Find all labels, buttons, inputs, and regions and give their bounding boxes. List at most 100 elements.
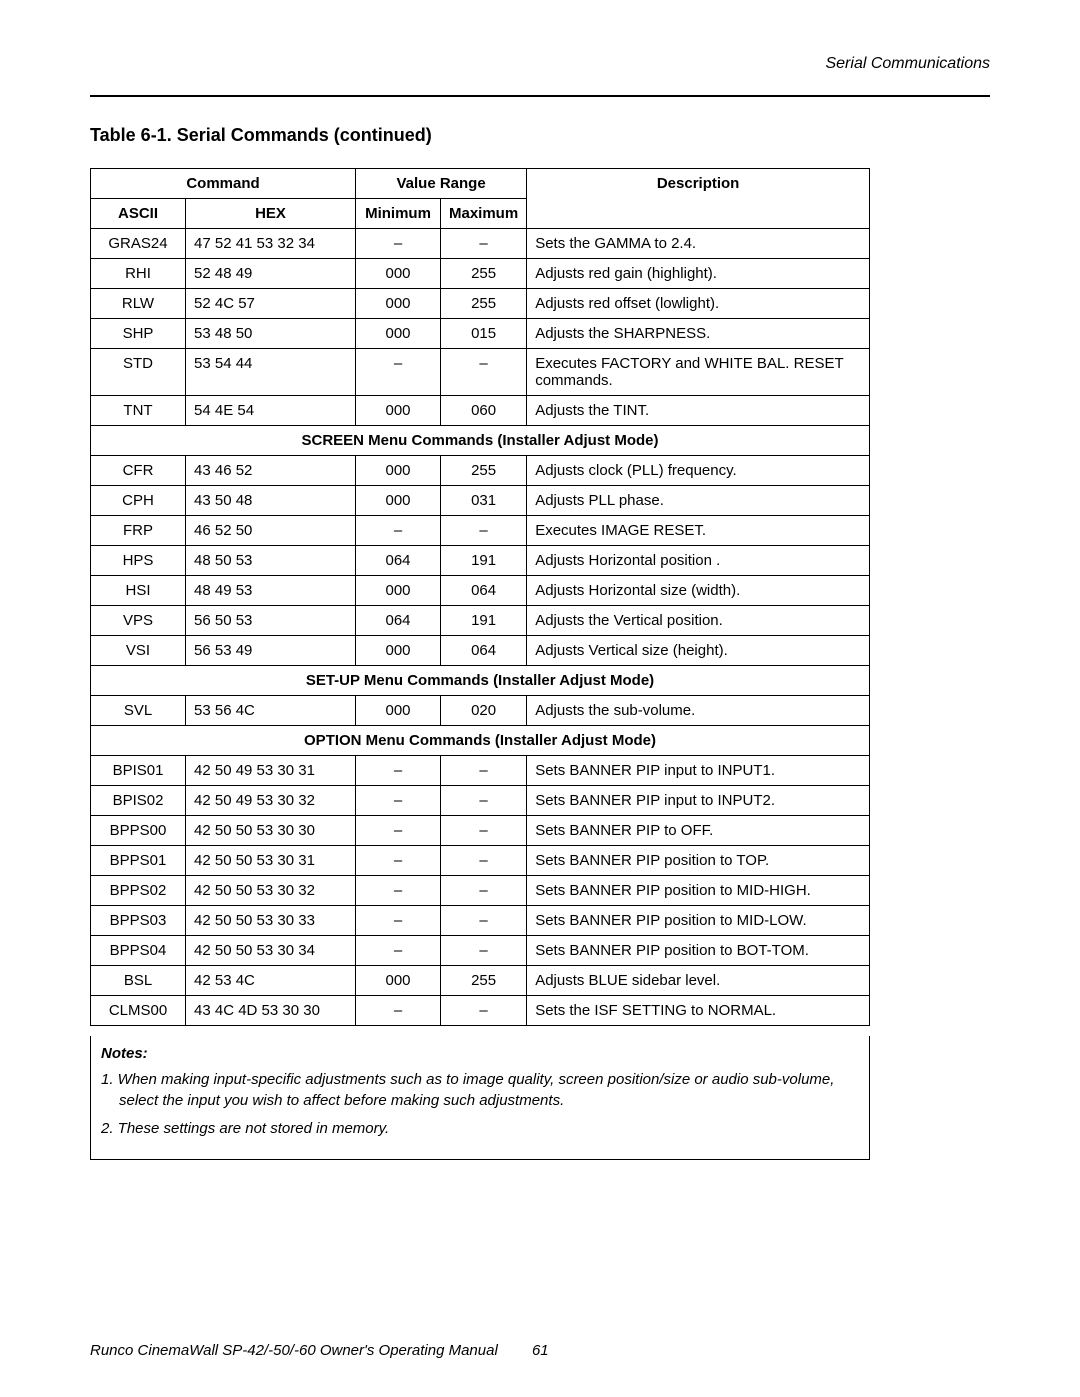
cell-max: – bbox=[441, 996, 527, 1026]
table-row: RHI52 48 49000255Adjusts red gain (highl… bbox=[91, 259, 870, 289]
cell-min: 000 bbox=[356, 396, 441, 426]
cell-min: 064 bbox=[356, 606, 441, 636]
cell-min: 000 bbox=[356, 289, 441, 319]
cell-desc: Adjusts red offset (lowlight). bbox=[527, 289, 870, 319]
cell-desc: Sets BANNER PIP position to BOT-TOM. bbox=[527, 936, 870, 966]
cell-hex: 43 4C 4D 53 30 30 bbox=[186, 996, 356, 1026]
col-maximum: Maximum bbox=[441, 199, 527, 229]
cell-ascii: HSI bbox=[91, 576, 186, 606]
table-row: FRP46 52 50––Executes IMAGE RESET. bbox=[91, 516, 870, 546]
cell-desc: Adjusts red gain (highlight). bbox=[527, 259, 870, 289]
cell-desc: Sets BANNER PIP position to MID-HIGH. bbox=[527, 876, 870, 906]
cell-ascii: BSL bbox=[91, 966, 186, 996]
cell-max: 255 bbox=[441, 966, 527, 996]
cell-min: 000 bbox=[356, 636, 441, 666]
note-item: 1. When making input-specific adjustment… bbox=[101, 1070, 859, 1111]
cell-max: 191 bbox=[441, 606, 527, 636]
col-ascii: ASCII bbox=[91, 199, 186, 229]
notes-list: 1. When making input-specific adjustment… bbox=[101, 1070, 859, 1139]
section-row: OPTION Menu Commands (Installer Adjust M… bbox=[91, 726, 870, 756]
cell-desc: Adjusts Horizontal size (width). bbox=[527, 576, 870, 606]
cell-ascii: GRAS24 bbox=[91, 229, 186, 259]
section-row: SET-UP Menu Commands (Installer Adjust M… bbox=[91, 666, 870, 696]
cell-desc: Executes FACTORY and WHITE BAL. RESET co… bbox=[527, 349, 870, 396]
cell-min: – bbox=[356, 229, 441, 259]
cell-min: 064 bbox=[356, 546, 441, 576]
table-row: BSL42 53 4C000255Adjusts BLUE sidebar le… bbox=[91, 966, 870, 996]
notes-title: Notes: bbox=[101, 1044, 859, 1064]
cell-desc: Adjusts BLUE sidebar level. bbox=[527, 966, 870, 996]
cell-min: 000 bbox=[356, 319, 441, 349]
cell-desc: Adjusts the Vertical position. bbox=[527, 606, 870, 636]
cell-max: 015 bbox=[441, 319, 527, 349]
table-header-row-1: Command Value Range Description bbox=[91, 169, 870, 199]
cell-ascii: CFR bbox=[91, 456, 186, 486]
table-row: TNT54 4E 54000060Adjusts the TINT. bbox=[91, 396, 870, 426]
cell-hex: 42 50 50 53 30 34 bbox=[186, 936, 356, 966]
cell-min: – bbox=[356, 906, 441, 936]
cell-hex: 56 53 49 bbox=[186, 636, 356, 666]
cell-ascii: CLMS00 bbox=[91, 996, 186, 1026]
table-row: STD53 54 44––Executes FACTORY and WHITE … bbox=[91, 349, 870, 396]
cell-max: 060 bbox=[441, 396, 527, 426]
cell-max: 064 bbox=[441, 576, 527, 606]
cell-ascii: FRP bbox=[91, 516, 186, 546]
cell-hex: 52 48 49 bbox=[186, 259, 356, 289]
cell-min: – bbox=[356, 936, 441, 966]
cell-max: 255 bbox=[441, 289, 527, 319]
header-rule bbox=[90, 95, 990, 97]
cell-hex: 52 4C 57 bbox=[186, 289, 356, 319]
cell-min: – bbox=[356, 349, 441, 396]
cell-ascii: SVL bbox=[91, 696, 186, 726]
cell-hex: 42 50 50 53 30 33 bbox=[186, 906, 356, 936]
table-row: BPPS0042 50 50 53 30 30––Sets BANNER PIP… bbox=[91, 816, 870, 846]
cell-hex: 42 50 49 53 30 32 bbox=[186, 786, 356, 816]
table-row: VSI56 53 49000064Adjusts Vertical size (… bbox=[91, 636, 870, 666]
table-row: HPS48 50 53064191Adjusts Horizontal posi… bbox=[91, 546, 870, 576]
footer-page-number: 61 bbox=[532, 1342, 549, 1359]
cell-hex: 42 50 50 53 30 31 bbox=[186, 846, 356, 876]
cell-desc: Executes IMAGE RESET. bbox=[527, 516, 870, 546]
table-body: GRAS2447 52 41 53 32 34––Sets the GAMMA … bbox=[91, 229, 870, 1026]
cell-hex: 43 46 52 bbox=[186, 456, 356, 486]
cell-hex: 42 50 50 53 30 32 bbox=[186, 876, 356, 906]
cell-hex: 53 56 4C bbox=[186, 696, 356, 726]
serial-commands-table: Command Value Range Description ASCII HE… bbox=[90, 168, 870, 1026]
cell-max: 191 bbox=[441, 546, 527, 576]
col-description: Description bbox=[527, 169, 870, 229]
cell-min: 000 bbox=[356, 576, 441, 606]
cell-desc: Sets BANNER PIP position to MID-LOW. bbox=[527, 906, 870, 936]
cell-ascii: CPH bbox=[91, 486, 186, 516]
section-heading: SET-UP Menu Commands (Installer Adjust M… bbox=[91, 666, 870, 696]
cell-desc: Sets BANNER PIP input to INPUT1. bbox=[527, 756, 870, 786]
cell-ascii: HPS bbox=[91, 546, 186, 576]
col-command: Command bbox=[91, 169, 356, 199]
cell-min: 000 bbox=[356, 259, 441, 289]
table-row: BPIS0242 50 49 53 30 32––Sets BANNER PIP… bbox=[91, 786, 870, 816]
cell-hex: 42 53 4C bbox=[186, 966, 356, 996]
footer-text: Runco CinemaWall SP-42/-50/-60 Owner's O… bbox=[90, 1342, 498, 1359]
section-heading: OPTION Menu Commands (Installer Adjust M… bbox=[91, 726, 870, 756]
cell-min: – bbox=[356, 816, 441, 846]
cell-hex: 48 50 53 bbox=[186, 546, 356, 576]
cell-desc: Adjusts the sub-volume. bbox=[527, 696, 870, 726]
cell-hex: 43 50 48 bbox=[186, 486, 356, 516]
table-row: BPPS0142 50 50 53 30 31––Sets BANNER PIP… bbox=[91, 846, 870, 876]
table-row: RLW52 4C 57000255Adjusts red offset (low… bbox=[91, 289, 870, 319]
cell-desc: Adjusts PLL phase. bbox=[527, 486, 870, 516]
table-row: GRAS2447 52 41 53 32 34––Sets the GAMMA … bbox=[91, 229, 870, 259]
cell-max: – bbox=[441, 816, 527, 846]
cell-desc: Sets BANNER PIP input to INPUT2. bbox=[527, 786, 870, 816]
table-row: CLMS0043 4C 4D 53 30 30––Sets the ISF SE… bbox=[91, 996, 870, 1026]
cell-ascii: VSI bbox=[91, 636, 186, 666]
cell-desc: Adjusts Horizontal position . bbox=[527, 546, 870, 576]
notes-box: Notes: 1. When making input-specific adj… bbox=[90, 1036, 870, 1160]
table-row: BPPS0342 50 50 53 30 33––Sets BANNER PIP… bbox=[91, 906, 870, 936]
cell-min: 000 bbox=[356, 696, 441, 726]
cell-max: 064 bbox=[441, 636, 527, 666]
cell-ascii: BPPS00 bbox=[91, 816, 186, 846]
cell-min: – bbox=[356, 876, 441, 906]
table-row: VPS56 50 53064191Adjusts the Vertical po… bbox=[91, 606, 870, 636]
cell-desc: Adjusts the TINT. bbox=[527, 396, 870, 426]
table-row: CPH43 50 48000031Adjusts PLL phase. bbox=[91, 486, 870, 516]
